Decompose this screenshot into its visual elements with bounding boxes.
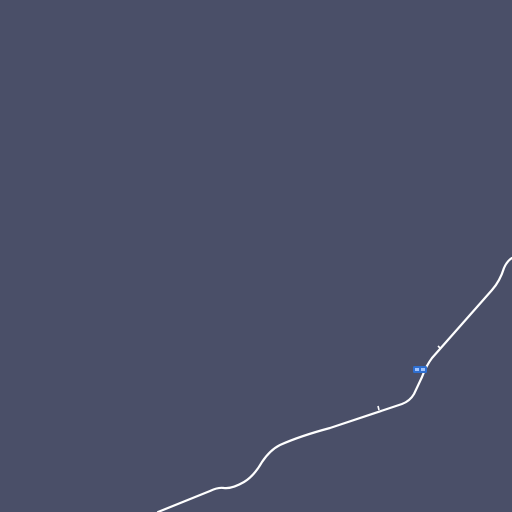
- road-tick-2: [437, 345, 442, 350]
- road-line[interactable]: [156, 256, 512, 512]
- route-shield-icon[interactable]: [413, 366, 427, 373]
- road-tick-1: [377, 405, 380, 411]
